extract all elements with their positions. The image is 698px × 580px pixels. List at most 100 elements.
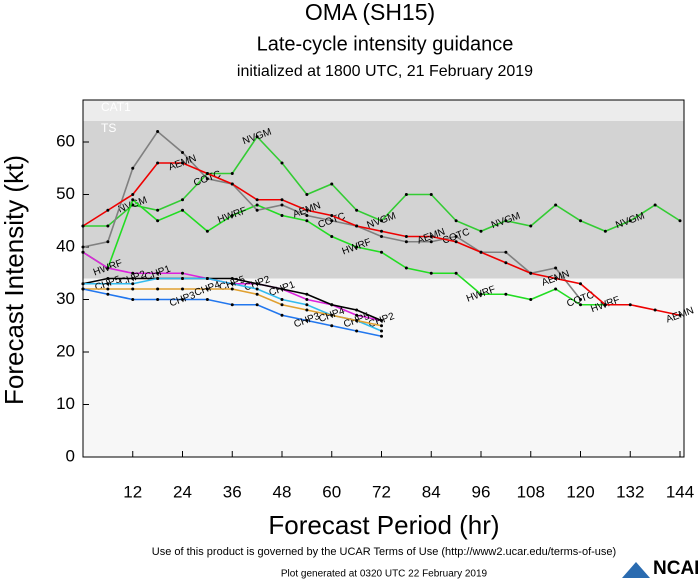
data-point	[330, 182, 334, 186]
data-point	[280, 214, 284, 217]
data-point	[404, 266, 408, 270]
data-point	[280, 303, 284, 307]
data-point	[454, 240, 458, 244]
data-point	[579, 303, 582, 307]
data-point	[81, 282, 85, 286]
data-point	[330, 235, 334, 238]
data-point	[628, 219, 632, 223]
data-point	[454, 271, 458, 275]
data-point	[280, 161, 284, 165]
data-point	[330, 214, 334, 217]
data-point	[205, 298, 209, 301]
data-point	[181, 161, 184, 165]
data-point	[429, 271, 433, 275]
data-point	[628, 303, 632, 307]
data-point	[653, 308, 657, 312]
data-point	[156, 298, 160, 301]
data-point	[554, 203, 558, 207]
data-point	[330, 219, 334, 223]
data-point	[305, 308, 309, 312]
x-tick-label: 60	[322, 482, 341, 501]
data-point	[305, 219, 309, 223]
data-point	[131, 271, 135, 275]
data-point	[255, 303, 259, 307]
data-point	[330, 313, 334, 317]
y-tick-label: 40	[56, 236, 75, 255]
data-point	[579, 298, 582, 301]
data-point	[554, 266, 558, 270]
data-point	[355, 319, 359, 322]
data-point	[479, 250, 483, 254]
data-point	[156, 277, 160, 280]
data-point	[156, 271, 160, 275]
data-point	[305, 214, 309, 217]
data-point	[678, 219, 682, 223]
data-point	[131, 203, 135, 207]
data-point	[330, 324, 334, 328]
data-point	[81, 250, 85, 254]
generated: Plot generated at 0320 UTC 22 February 2…	[281, 569, 488, 580]
data-point	[230, 214, 234, 217]
data-point	[305, 292, 309, 296]
x-tick-label: 24	[173, 482, 192, 501]
data-point	[106, 208, 110, 212]
data-point	[355, 313, 359, 317]
data-point	[280, 298, 284, 301]
data-point	[355, 208, 359, 212]
x-tick-label: 96	[472, 482, 491, 501]
data-point	[579, 219, 582, 223]
data-point	[106, 282, 110, 286]
band-label: CAT1	[101, 100, 131, 114]
chart-title: OMA (SH15)	[305, 0, 435, 25]
x-tick-label: 108	[517, 482, 545, 501]
data-point	[529, 224, 533, 228]
data-point	[255, 208, 259, 212]
logo-mark	[622, 562, 650, 578]
data-point	[380, 334, 383, 338]
data-point	[131, 282, 135, 286]
data-point	[305, 298, 309, 301]
y-tick-label: 60	[56, 131, 75, 150]
data-point	[280, 203, 284, 207]
data-point	[156, 161, 160, 165]
data-point	[81, 224, 85, 228]
data-point	[454, 235, 458, 238]
data-point	[131, 287, 135, 291]
data-point	[131, 166, 135, 170]
data-point	[106, 287, 110, 291]
data-point	[380, 219, 383, 223]
data-point	[106, 224, 110, 228]
data-point	[380, 319, 383, 322]
data-point	[181, 271, 184, 275]
data-point	[579, 282, 582, 286]
series-line	[82, 198, 606, 306]
data-point	[106, 266, 110, 270]
x-tick-label: 48	[273, 482, 292, 501]
data-point	[380, 250, 383, 254]
data-point	[529, 271, 533, 275]
data-point	[305, 193, 309, 196]
data-point	[181, 198, 184, 202]
data-point	[653, 203, 657, 207]
data-point	[106, 292, 110, 296]
data-point	[404, 235, 408, 238]
data-point	[380, 235, 383, 238]
init-time: initialized at 1800 UTC, 21 February 201…	[237, 63, 533, 80]
data-point	[81, 245, 85, 249]
y-tick-label: 50	[56, 184, 75, 203]
data-point	[230, 277, 234, 280]
data-point	[156, 208, 160, 212]
data-point	[255, 135, 259, 139]
data-point	[479, 229, 483, 233]
data-point	[504, 261, 508, 265]
data-point	[156, 130, 160, 133]
logo: NCAR	[653, 558, 698, 579]
data-point	[181, 277, 184, 280]
plot-frame	[82, 99, 685, 458]
data-point	[504, 250, 508, 254]
data-point	[330, 303, 334, 307]
data-point	[131, 277, 135, 280]
x-tick-label: 84	[422, 482, 441, 501]
data-point	[504, 292, 508, 296]
